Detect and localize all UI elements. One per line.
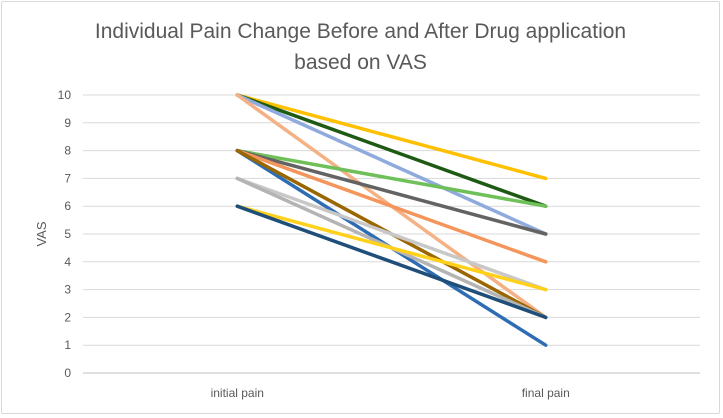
y-axis-title: VAS — [34, 221, 49, 246]
y-tick-label: 3 — [64, 283, 71, 297]
series-line-2 — [235, 93, 548, 208]
y-tick-label: 7 — [64, 171, 71, 185]
y-tick-label: 2 — [64, 310, 71, 324]
y-tick-label: 4 — [64, 255, 71, 269]
series-line-6 — [235, 148, 548, 236]
gridlines — [83, 94, 700, 374]
y-tick-label: 8 — [64, 144, 71, 158]
series-lines — [235, 93, 548, 347]
x-axis-ticks: initial pain final pain — [211, 386, 570, 400]
series-line-7 — [235, 148, 548, 264]
y-tick-label: 9 — [64, 116, 71, 130]
series-line-12 — [235, 204, 548, 292]
y-tick-label: 10 — [58, 88, 72, 102]
chart-title: Individual Pain Change Before and After … — [2, 16, 719, 78]
series-line-1 — [235, 93, 548, 181]
series-line-13 — [235, 204, 548, 320]
series-line-10 — [235, 176, 548, 292]
y-axis-ticks: 0 1 2 3 4 5 6 7 8 9 10 — [58, 88, 72, 380]
y-tick-label: 6 — [64, 199, 71, 213]
y-tick-label: 0 — [64, 366, 71, 380]
chart-title-line-1: Individual Pain Change Before and After … — [94, 20, 627, 43]
y-tick-label: 1 — [64, 338, 71, 352]
x-tick-label: final pain — [522, 386, 570, 400]
series-line-3 — [235, 93, 548, 236]
chart-title-line-2: based on VAS — [294, 51, 427, 74]
y-tick-label: 5 — [64, 227, 71, 241]
series-line-5 — [235, 148, 548, 208]
x-tick-label: initial pain — [211, 386, 264, 400]
